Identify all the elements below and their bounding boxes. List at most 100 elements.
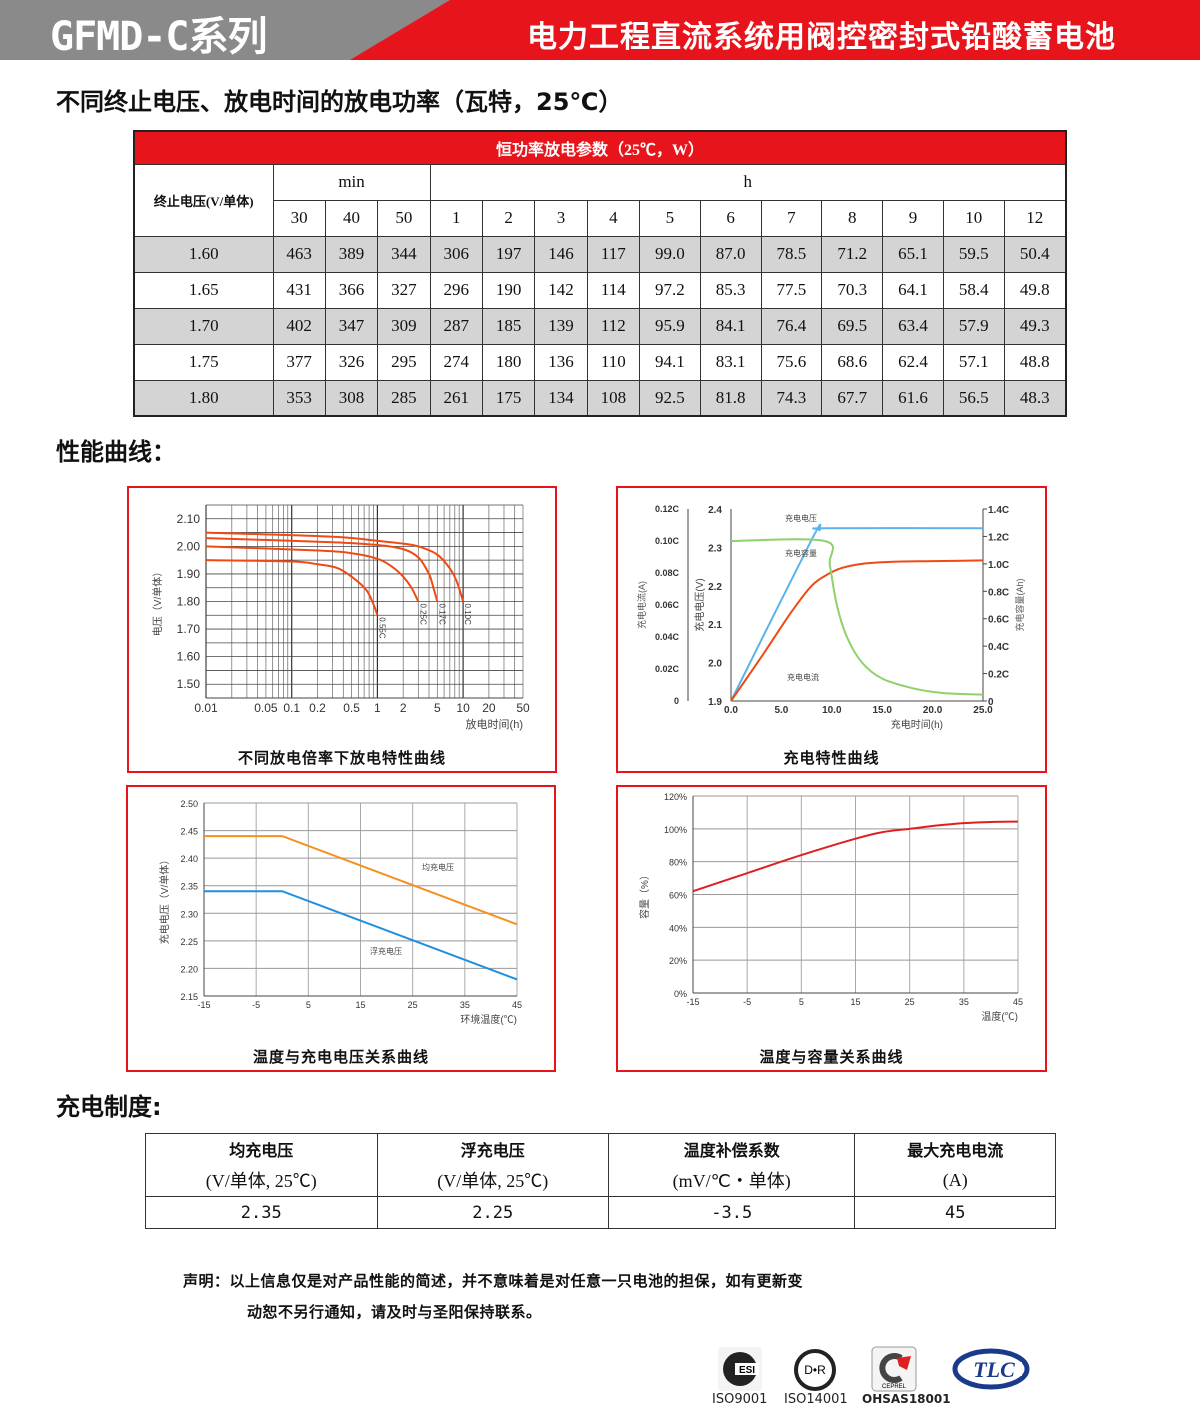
chart-title: 温度与充电电压关系曲线 bbox=[252, 1048, 429, 1066]
column-header: 9 bbox=[882, 199, 944, 237]
x-tick-label: 0.0 bbox=[724, 705, 738, 716]
y-tick-label: 0% bbox=[674, 989, 687, 999]
series-label: 0.25C bbox=[418, 604, 427, 626]
value-cell: 139 bbox=[534, 307, 588, 345]
y-tick-label: 2.40 bbox=[180, 854, 198, 864]
value-cell: 114 bbox=[586, 271, 641, 309]
cert-label: ISO9001 bbox=[712, 1392, 768, 1407]
column-header: 1 bbox=[429, 199, 483, 237]
statement-line-2: 动恕不另行通知，请及时与圣阳保持联系。 bbox=[247, 1303, 542, 1321]
chart-temp-capacity: -15 -5 5 15 25 35 45 0% 20% 40% 60% 80% 100% 120% 温度(℃… bbox=[616, 785, 1047, 1072]
series-label: 充电容量 bbox=[785, 548, 817, 558]
series-name: GFMD-C系列 bbox=[50, 14, 267, 60]
esi-logo: ESI bbox=[718, 1347, 762, 1391]
x-tick-label: 5.0 bbox=[774, 705, 788, 716]
right-tick-label: 1.4C bbox=[988, 505, 1009, 516]
x-tick-label: 5 bbox=[306, 1000, 311, 1010]
voltage-cell: 1.60 bbox=[133, 235, 274, 273]
right-tick-label: 0.4C bbox=[988, 642, 1009, 653]
x-axis-label: 充电时间(h) bbox=[891, 718, 943, 731]
column-header: 2 bbox=[481, 199, 536, 237]
right-axis-label: 充电容量(Ah) bbox=[1014, 578, 1025, 631]
y-tick-label: 120% bbox=[664, 792, 687, 802]
ceprel-logo: CEPREL bbox=[871, 1346, 917, 1392]
voltage-cell: 1.80 bbox=[133, 379, 274, 417]
value-cell: 69.5 bbox=[821, 307, 884, 345]
column-header: 40 bbox=[324, 199, 379, 237]
value-cell: 48.8 bbox=[1003, 343, 1067, 381]
x-tick-label: 45 bbox=[1013, 997, 1023, 1007]
x-tick-label: 35 bbox=[959, 997, 969, 1007]
value-cell: 75.6 bbox=[760, 343, 823, 381]
value-cell: 99.0 bbox=[639, 235, 701, 273]
y-tick-label: 2.35 bbox=[180, 882, 198, 892]
x-axis-label: 环境温度(℃) bbox=[460, 1013, 517, 1026]
x-axis-label: 温度(℃) bbox=[981, 1010, 1018, 1023]
value-cell: 62.4 bbox=[882, 343, 944, 381]
value-cell: 68.6 bbox=[821, 343, 884, 381]
y-tick-label: 2.3 bbox=[708, 543, 722, 554]
charge-value: -3.5 bbox=[607, 1196, 856, 1229]
y-tick-label: 40% bbox=[669, 923, 687, 933]
y-tick-label: 2.2 bbox=[708, 582, 722, 593]
x-tick-label: 20.0 bbox=[923, 705, 943, 716]
tlc-logo: TLC bbox=[952, 1348, 1030, 1390]
y-axis-label: 充电电压（V/单体） bbox=[158, 855, 171, 944]
table-caption: 恒功率放电参数（25℃，W） bbox=[133, 130, 1067, 165]
series-label: 充电电压 bbox=[785, 513, 817, 523]
y-tick-label: 1.80 bbox=[177, 595, 201, 609]
charge-header: 均充电压 bbox=[145, 1133, 378, 1165]
value-cell: 50.4 bbox=[1003, 235, 1067, 273]
value-cell: 402 bbox=[272, 307, 326, 345]
column-header: 5 bbox=[639, 199, 701, 237]
power-table: 恒功率放电参数（25℃，W） 终止电压(V/单体) min h 30 40 50 1 2… bbox=[133, 130, 1067, 417]
value-cell: 84.1 bbox=[699, 307, 762, 345]
value-cell: 63.4 bbox=[882, 307, 944, 345]
value-cell: 48.3 bbox=[1003, 379, 1067, 417]
chart-discharge: 0.01 0.05 0.1 0.2 0.5 1 2 5 10 20 50 1.50 1.60 1.70 1.… bbox=[127, 486, 557, 773]
value-cell: 56.5 bbox=[942, 379, 1005, 417]
value-cell: 83.1 bbox=[699, 343, 762, 381]
value-cell: 61.6 bbox=[882, 379, 944, 417]
series-line bbox=[730, 559, 984, 702]
value-cell: 197 bbox=[481, 235, 536, 273]
value-cell: 344 bbox=[377, 235, 431, 273]
left-tick-label: 0.12C bbox=[655, 504, 680, 514]
voltage-cell: 1.65 bbox=[133, 271, 274, 309]
y-tick-label: 1.50 bbox=[177, 677, 201, 691]
svg-text:D•R: D•R bbox=[804, 1363, 826, 1377]
chart-charge: 0.0 5.0 10.0 15.0 20.0 25.0 1.9 2.0 2.1 2.2 2.3 2.4… bbox=[616, 486, 1047, 773]
value-cell: 77.5 bbox=[760, 271, 823, 309]
chart-title: 充电特性曲线 bbox=[783, 749, 880, 767]
table-row: 1.75 377 326 295 274 180 136 110 94.1 83.1 75.6 68.… bbox=[133, 343, 1067, 381]
value-cell: 57.1 bbox=[942, 343, 1005, 381]
value-cell: 97.2 bbox=[639, 271, 701, 309]
column-header: 3 bbox=[534, 199, 588, 237]
value-cell: 108 bbox=[586, 379, 641, 417]
value-cell: 309 bbox=[377, 307, 431, 345]
column-header: 4 bbox=[586, 199, 641, 237]
value-cell: 59.5 bbox=[942, 235, 1005, 273]
left-tick-label: 0 bbox=[674, 696, 679, 706]
value-cell: 58.4 bbox=[942, 271, 1005, 309]
x-tick-label: 50 bbox=[516, 701, 530, 715]
value-cell: 81.8 bbox=[699, 379, 762, 417]
column-header: 6 bbox=[699, 199, 762, 237]
series-line bbox=[730, 538, 984, 696]
x-tick-label: 25 bbox=[408, 1000, 418, 1010]
value-cell: 431 bbox=[272, 271, 326, 309]
y-tick-label: 2.20 bbox=[180, 964, 198, 974]
value-cell: 146 bbox=[534, 235, 588, 273]
series-line bbox=[204, 890, 518, 981]
value-cell: 180 bbox=[481, 343, 536, 381]
value-cell: 274 bbox=[429, 343, 483, 381]
y-tick-label: 80% bbox=[669, 858, 687, 868]
group-h: h bbox=[429, 163, 1067, 201]
series-line bbox=[204, 835, 518, 926]
x-tick-label: -5 bbox=[743, 997, 751, 1007]
x-tick-label: 0.05 bbox=[254, 701, 278, 715]
x-tick-label: 15 bbox=[850, 997, 860, 1007]
x-tick-label: 5 bbox=[799, 997, 804, 1007]
series-label: 均充电压 bbox=[422, 862, 454, 872]
value-cell: 117 bbox=[586, 235, 641, 273]
